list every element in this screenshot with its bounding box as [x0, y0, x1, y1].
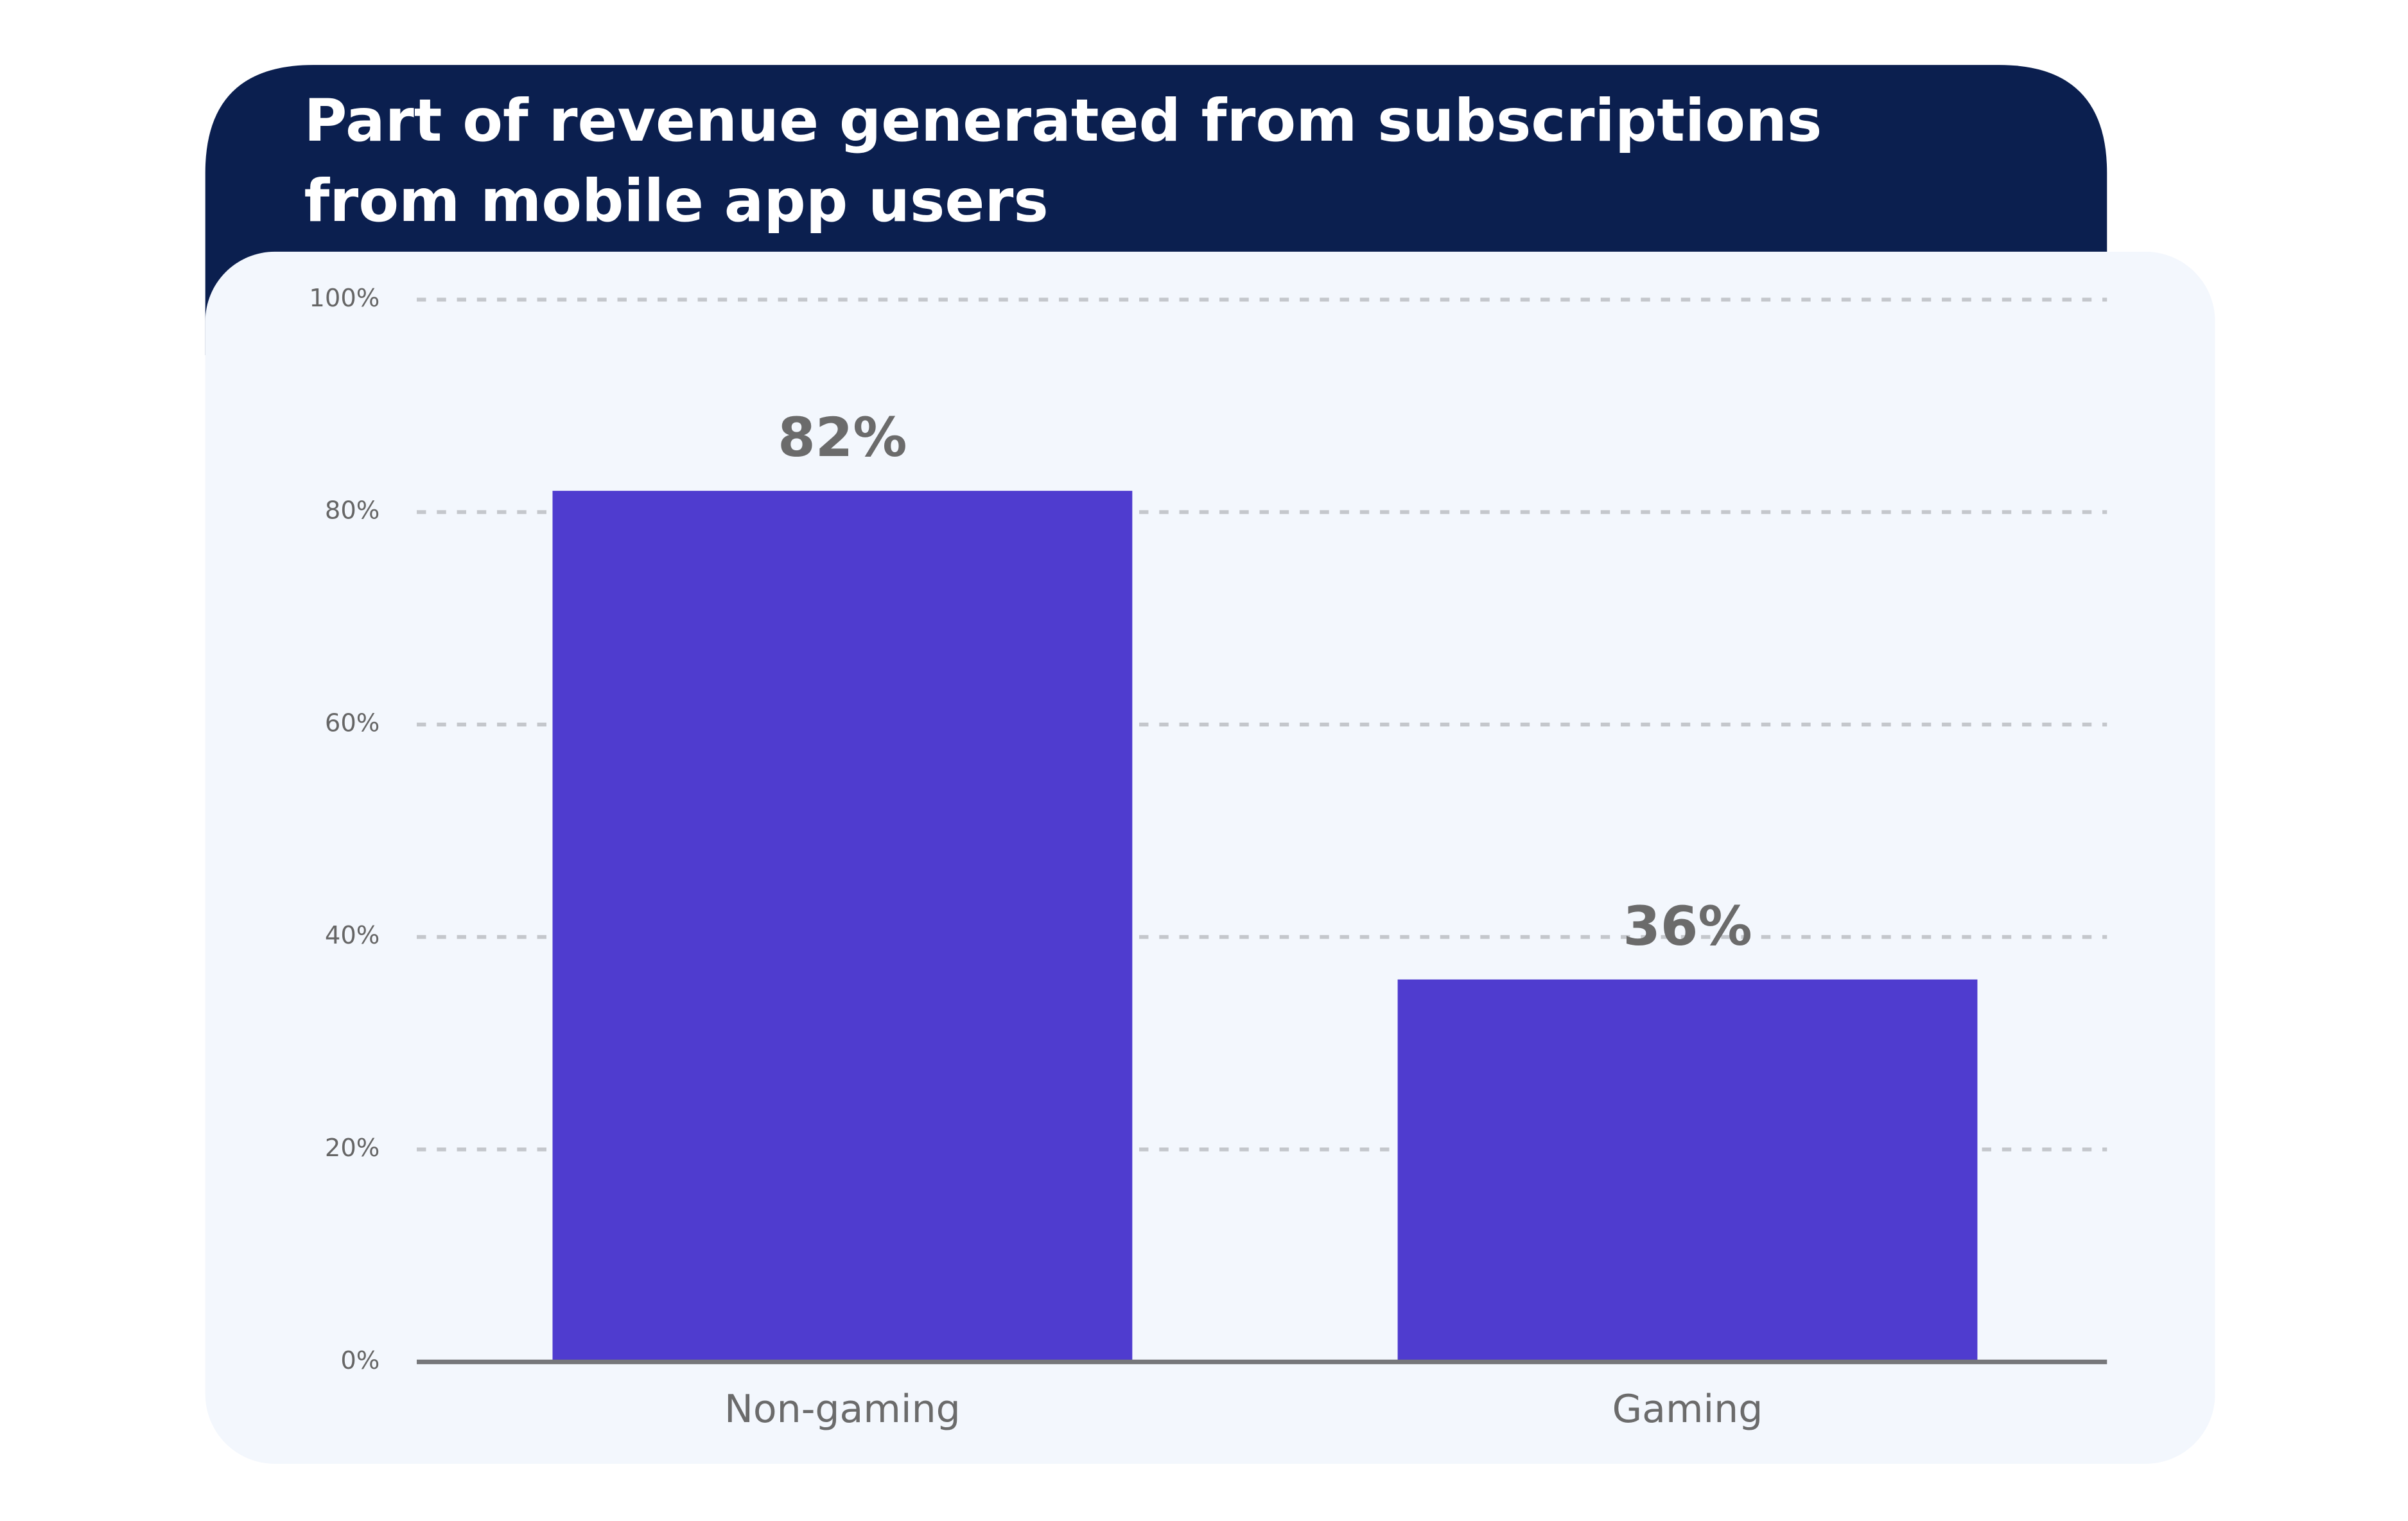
title-box: Part of revenue generated from subscript… — [304, 86, 1822, 235]
value-label: 82% — [778, 406, 907, 469]
bar — [552, 491, 1133, 1362]
y-tick-label: 60% — [325, 708, 380, 737]
y-tick-label: 0% — [340, 1346, 380, 1375]
x-tick-label: Non-gaming — [724, 1387, 961, 1432]
bar — [1397, 979, 1978, 1362]
y-tick-label: 80% — [325, 497, 380, 525]
y-tick-label: 20% — [325, 1134, 380, 1163]
y-tick-label: 100% — [309, 284, 380, 313]
x-tick-label: Gaming — [1612, 1387, 1763, 1432]
value-label: 36% — [1623, 895, 1752, 958]
y-tick-label: 40% — [325, 921, 380, 950]
chart-title: Part of revenue generated from subscript… — [304, 86, 1822, 235]
